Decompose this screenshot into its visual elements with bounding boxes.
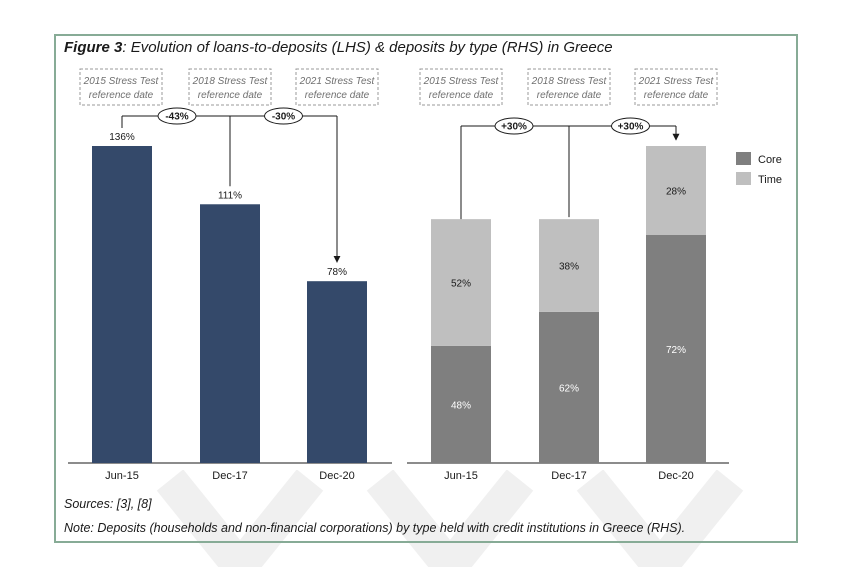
rhs-change-1-label: +30% [501,122,527,133]
lhs-change-1-pill [157,107,197,125]
rhs-reference-1-line2: reference date [429,90,494,101]
rhs-reference-3-line1: 2021 Stress Test [638,76,715,87]
rhs-change-1-pill [494,117,534,135]
lhs-change-2-pill [264,107,303,125]
rhs-bar-core-dec-17 [539,311,599,463]
lhs-value-label: 111% [218,190,242,201]
figure-label: Figure 3 [64,39,123,56]
lhs-value-label: 78% [327,267,347,278]
sources-line: Sources: [3], [8] [64,497,152,511]
figure-title: Figure 3: Evolution of loans-to-deposits… [64,39,613,56]
rhs-reference-1-box [419,68,503,106]
legend-swatch-time [736,172,751,185]
lhs-value-label: 136% [109,132,135,143]
lhs-bar-jun-15 [92,146,152,463]
rhs-core-value-label: 62% [559,383,579,394]
rhs-tick-label: Dec-17 [551,470,586,482]
rhs-core-value-label: 72% [666,345,686,356]
rhs-core-value-label: 48% [451,400,471,411]
rhs-bar-time-jun-15 [431,219,491,346]
rhs-bar-core-jun-15 [431,345,491,463]
rhs-tick-label: Dec-20 [658,470,693,482]
lhs-reference-3-line2: reference date [305,90,370,101]
lhs-change-2-label: -30% [272,112,295,123]
lhs-reference-2-line2: reference date [198,90,263,101]
rhs-reference-3-box [634,68,718,106]
rhs-reference-2-line2: reference date [537,90,602,101]
rhs-tick-label: Jun-15 [444,470,478,482]
rhs-time-value-label: 52% [451,279,471,290]
rhs-time-value-label: 38% [559,261,579,272]
lhs-reference-2-line1: 2018 Stress Test [192,76,269,87]
lhs-bar-dec-20 [307,281,367,463]
rhs-change-2-pill [611,117,650,135]
rhs-reference-2-box [527,68,611,106]
rhs-reference-1-line1: 2015 Stress Test [423,76,500,87]
lhs-tick-label: Dec-17 [212,470,247,482]
legend-swatch-core [736,152,751,165]
lhs-tick-label: Dec-20 [319,470,354,482]
lhs-reference-3-box [295,68,379,106]
rhs-bar-time-dec-17 [539,219,599,312]
lhs-change-1-label: -43% [165,112,188,123]
lhs-reference-2-box [188,68,272,106]
rhs-time-value-label: 28% [666,186,686,197]
lhs-reference-1-line2: reference date [89,90,154,101]
lhs-bar-dec-17 [200,204,260,463]
lhs-tick-label: Jun-15 [105,470,139,482]
note-line: Note: Deposits (households and non-finan… [64,521,686,535]
legend-label-core: Core [758,154,782,166]
rhs-bar-core-dec-20 [646,234,706,463]
lhs-reference-1-line1: 2015 Stress Test [83,76,160,87]
figure-title-text: : Evolution of loans-to-deposits (LHS) &… [122,39,613,56]
rhs-reference-2-line1: 2018 Stress Test [531,76,608,87]
rhs-reference-3-line2: reference date [644,90,709,101]
legend-label-time: Time [758,174,782,186]
rhs-bar-time-dec-20 [646,146,706,235]
lhs-reference-1-box [79,68,163,106]
figure-frame: Figure 3: Evolution of loans-to-deposits… [54,34,798,543]
rhs-change-2-label: +30% [618,122,644,133]
lhs-reference-3-line1: 2021 Stress Test [299,76,376,87]
